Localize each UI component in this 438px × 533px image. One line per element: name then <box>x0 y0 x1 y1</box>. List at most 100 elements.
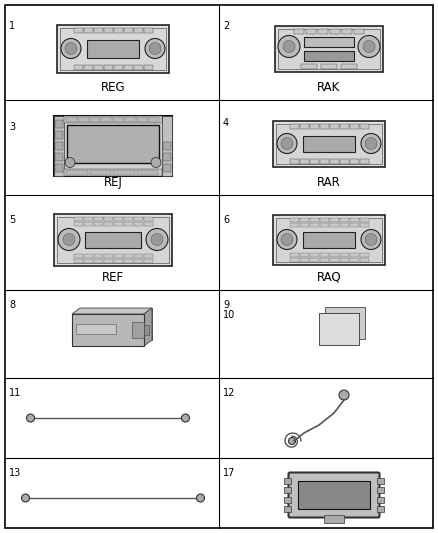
Circle shape <box>181 414 190 422</box>
Bar <box>74 216 82 221</box>
Bar <box>276 124 382 164</box>
Bar <box>134 216 142 221</box>
Bar <box>319 217 328 222</box>
Text: 1: 1 <box>9 21 15 31</box>
Circle shape <box>365 138 377 149</box>
Circle shape <box>339 390 349 400</box>
Text: 10: 10 <box>223 310 235 320</box>
Bar <box>310 158 318 164</box>
Text: 11: 11 <box>9 388 21 398</box>
Bar <box>113 216 123 221</box>
Bar <box>74 259 82 262</box>
Bar <box>78 117 88 122</box>
Bar <box>134 64 142 69</box>
Circle shape <box>146 229 168 251</box>
Bar <box>144 28 152 33</box>
Bar <box>54 116 64 175</box>
Bar <box>276 217 382 262</box>
Bar <box>377 478 384 484</box>
Circle shape <box>361 230 381 249</box>
Bar <box>284 478 291 484</box>
Bar <box>55 119 63 127</box>
Bar <box>318 28 328 34</box>
Circle shape <box>151 233 163 246</box>
Bar <box>64 168 162 175</box>
Bar <box>55 131 63 139</box>
Bar <box>319 124 328 128</box>
Circle shape <box>281 233 293 246</box>
Bar <box>113 259 123 262</box>
Bar <box>84 259 92 262</box>
Bar <box>57 216 169 262</box>
Text: 5: 5 <box>9 215 15 225</box>
Bar <box>273 120 385 166</box>
Bar <box>329 222 339 227</box>
Bar <box>93 64 102 69</box>
Text: 2: 2 <box>223 21 229 31</box>
Bar <box>339 217 349 222</box>
Bar <box>360 158 368 164</box>
Bar <box>134 222 142 225</box>
Bar <box>93 216 102 221</box>
Text: 9: 9 <box>223 300 229 310</box>
Bar <box>360 253 368 256</box>
Text: REF: REF <box>102 271 124 284</box>
Bar <box>113 117 124 122</box>
Bar <box>93 254 102 257</box>
Circle shape <box>277 230 297 249</box>
Bar <box>284 506 291 512</box>
Bar <box>377 497 384 503</box>
Bar <box>303 231 355 247</box>
Bar <box>304 51 354 61</box>
Bar <box>350 124 358 128</box>
Bar <box>87 39 139 58</box>
Circle shape <box>361 133 381 154</box>
Bar <box>360 217 368 222</box>
Bar <box>300 217 308 222</box>
Text: 12: 12 <box>223 388 235 398</box>
Bar <box>306 28 316 34</box>
Bar <box>67 125 159 163</box>
Bar <box>144 222 152 225</box>
Bar <box>300 158 308 164</box>
Polygon shape <box>325 307 365 339</box>
Bar <box>329 253 339 256</box>
Polygon shape <box>319 313 359 345</box>
Bar <box>124 28 133 33</box>
Circle shape <box>365 233 377 246</box>
Bar <box>329 217 339 222</box>
Circle shape <box>58 229 80 251</box>
Bar <box>319 257 328 262</box>
Bar <box>124 254 133 257</box>
Bar <box>329 257 339 262</box>
Bar <box>137 117 147 122</box>
Circle shape <box>281 138 293 149</box>
Circle shape <box>358 36 380 58</box>
Bar <box>84 216 92 221</box>
Bar <box>301 63 317 69</box>
Bar <box>144 259 152 262</box>
Bar <box>284 487 291 494</box>
Circle shape <box>363 41 375 52</box>
Bar <box>134 28 142 33</box>
Text: REJ: REJ <box>103 176 123 189</box>
Bar <box>84 28 92 33</box>
Bar <box>101 117 112 122</box>
Bar <box>103 28 113 33</box>
Bar <box>113 169 134 174</box>
Bar <box>76 324 116 334</box>
Text: RAK: RAK <box>318 81 341 94</box>
Bar <box>284 497 291 503</box>
Text: REG: REG <box>101 81 125 94</box>
Bar <box>300 253 308 256</box>
Bar <box>310 222 318 227</box>
Bar <box>330 28 340 34</box>
Bar <box>74 28 82 33</box>
Bar <box>57 25 169 72</box>
Circle shape <box>65 157 75 167</box>
Bar <box>132 322 144 338</box>
Bar <box>103 216 113 221</box>
Bar <box>113 254 123 257</box>
Bar <box>66 117 77 122</box>
Bar <box>64 116 162 123</box>
